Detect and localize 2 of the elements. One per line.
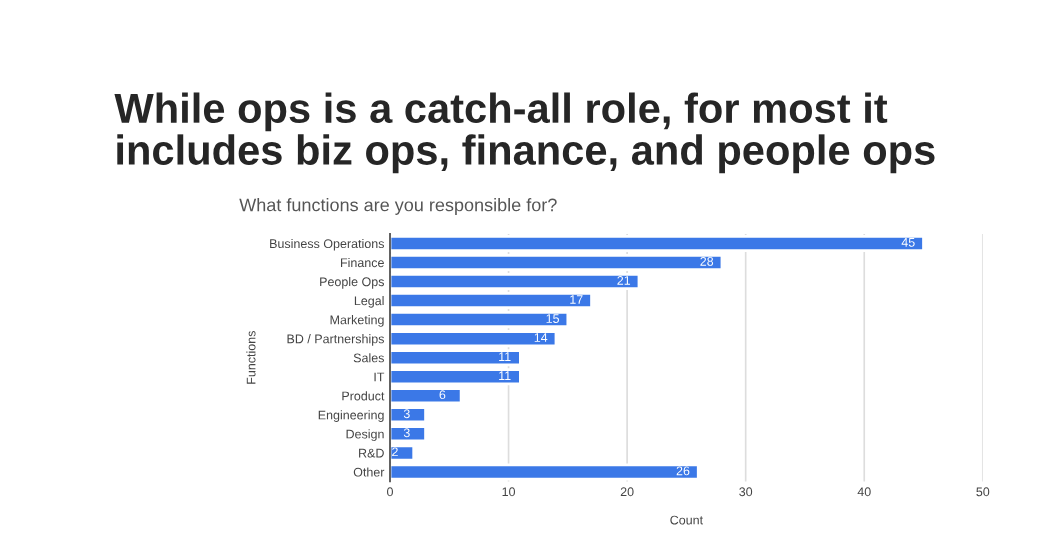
chart-title: While ops is a catch-all role, for most it includes biz ops, finance, and people ops: [114, 92, 935, 174]
chart-subtitle: What functions are you responsible for?: [239, 198, 557, 215]
